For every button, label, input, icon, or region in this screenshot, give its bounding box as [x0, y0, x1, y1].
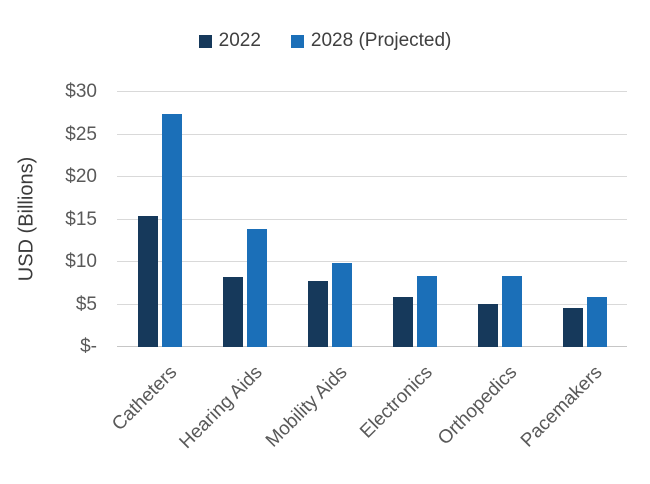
bar-mobility-aids-2028-projected — [331, 263, 352, 347]
bar-electronics-2022 — [392, 297, 413, 347]
y-tick-label: $5 — [75, 293, 97, 315]
x-label-electronics: Electronics — [355, 362, 437, 443]
bar-orthopedics-2022 — [477, 304, 498, 347]
x-label-orthopedics: Orthopedics — [434, 362, 522, 450]
gridline — [117, 303, 627, 305]
legend-label: 2022 — [218, 30, 261, 51]
bar-catheters-2028-projected — [161, 114, 182, 347]
bar-electronics-2028-projected — [416, 276, 437, 347]
bar-pacemakers-2022 — [562, 308, 583, 347]
y-tick-label: $15 — [65, 208, 97, 230]
x-label-hearing-aids: Hearing Aids — [175, 362, 267, 454]
legend-swatch-icon — [198, 34, 212, 48]
chart-legend: 2022 2028 (Projected) — [0, 30, 650, 52]
plot-area — [117, 91, 627, 347]
gridline — [117, 218, 627, 220]
gridline — [117, 261, 627, 262]
bar-mobility-aids-2022 — [307, 281, 328, 347]
x-label-pacemakers: Pacemakers — [516, 362, 607, 452]
y-tick-label: $30 — [65, 81, 97, 102]
bar-catheters-2022 — [137, 216, 158, 347]
bar-hearing-aids-2028-projected — [246, 229, 267, 347]
y-tick-label: $10 — [65, 251, 97, 272]
legend-item-2028-projected: 2028 (Projected) — [290, 30, 452, 52]
legend-swatch-icon — [290, 34, 304, 48]
gridline — [117, 176, 627, 177]
y-tick-label: $25 — [65, 123, 97, 145]
y-tick-label: $- — [80, 336, 97, 357]
gridline — [117, 91, 627, 92]
legend-item-2022: 2022 — [198, 30, 261, 52]
bar-hearing-aids-2022 — [222, 277, 243, 347]
y-tick-label: $20 — [65, 166, 97, 187]
bar-orthopedics-2028-projected — [501, 276, 522, 347]
x-label-catheters: Catheters — [108, 362, 182, 436]
x-axis-line — [117, 346, 627, 347]
legend-label: 2028 (Projected) — [310, 30, 452, 51]
x-label-mobility-aids: Mobility Aids — [261, 362, 352, 452]
gridline — [117, 133, 627, 135]
bar-pacemakers-2028-projected — [586, 297, 607, 347]
